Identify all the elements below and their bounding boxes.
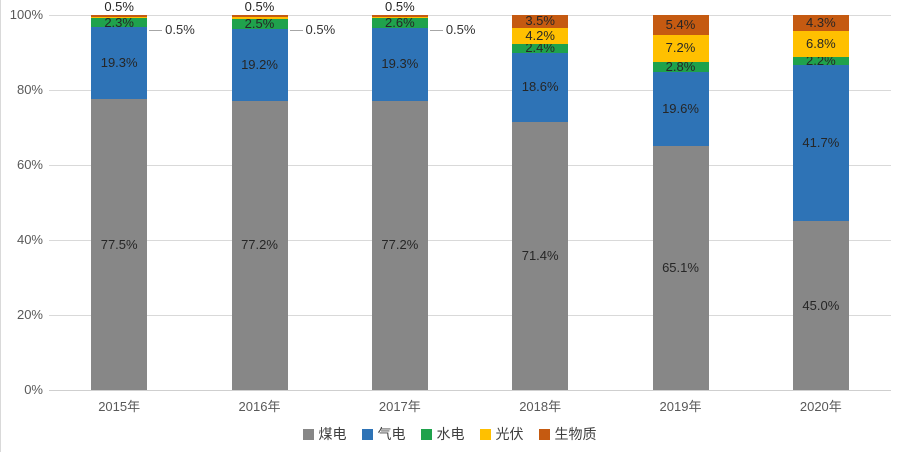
- data-label: 7.2%: [665, 40, 696, 56]
- data-label: 4.2%: [525, 27, 555, 43]
- gridline: [49, 390, 891, 391]
- bar-segment-气电: [91, 27, 148, 100]
- legend-marker: [479, 428, 491, 440]
- data-label: 2.8%: [665, 59, 696, 75]
- data-label: 19.2%: [241, 56, 278, 72]
- data-label: 2.4%: [525, 40, 555, 55]
- data-label: 2.5%: [244, 15, 275, 31]
- gridline: [49, 165, 891, 166]
- legend-item-生物质: 生物质: [538, 424, 597, 444]
- legend: 煤电 气电 水电 光伏 生物质: [1, 424, 898, 444]
- x-axis-label: 2015年: [98, 399, 141, 414]
- data-label: 2.3%: [104, 14, 134, 30]
- data-label-outside-top: 0.5%: [104, 0, 134, 14]
- data-label-outside-top: 0.5%: [244, 0, 275, 15]
- legend-label: 水电: [436, 426, 465, 442]
- bar-segment-气电: [231, 28, 288, 101]
- bar-segment-生物质: [371, 14, 428, 17]
- data-label: 77.2%: [381, 237, 419, 253]
- bar-segment-光伏: [652, 34, 709, 62]
- y-tick-label: 100%: [9, 7, 43, 22]
- legend-item-气电: 气电: [361, 424, 406, 444]
- data-label: 77.2%: [241, 237, 278, 253]
- y-tick-label: 80%: [16, 82, 43, 97]
- gridline: [49, 15, 891, 16]
- data-label-outside-top: 0.5%: [385, 0, 415, 14]
- bar-segment-煤电: [371, 100, 428, 390]
- legend-item-光伏: 光伏: [479, 424, 524, 444]
- y-tick-label: 60%: [16, 157, 43, 172]
- x-axis-label: 2017年: [378, 399, 421, 414]
- bar-segment-煤电: [652, 145, 709, 390]
- data-label: 45.0%: [802, 297, 840, 313]
- bar-segment-生物质: [792, 15, 849, 32]
- bar-segment-生物质: [652, 14, 709, 35]
- bar-segment-水电: [512, 43, 569, 53]
- bar-segment-气电: [792, 64, 849, 222]
- bar-segment-生物质: [512, 14, 569, 28]
- bar-segment-煤电: [91, 99, 148, 390]
- legend-marker: [538, 428, 550, 440]
- bar-segment-煤电: [512, 122, 569, 390]
- legend-label: 煤电: [318, 426, 347, 442]
- bar-segment-水电: [231, 19, 288, 29]
- bar-segment-水电: [792, 56, 849, 65]
- bar-segment-水电: [91, 18, 148, 27]
- leader-line: [149, 30, 163, 31]
- bar-segment-生物质: [91, 14, 148, 17]
- plot-area: 77.5% 19.3% 2.3% 0.5% 0.5% 77.2% 19.2% 2.5% 0.5%…: [49, 0, 891, 391]
- data-label: 2.6%: [385, 15, 415, 31]
- y-tick-label: 0%: [24, 382, 43, 397]
- data-label: 3.5%: [525, 13, 555, 29]
- y-tick-label: 40%: [16, 232, 43, 247]
- gridline: [49, 90, 891, 91]
- data-label: 77.5%: [100, 236, 138, 252]
- gridline: [49, 315, 891, 316]
- bar-segment-水电: [371, 18, 428, 29]
- bar-segment-煤电: [231, 100, 288, 390]
- data-label: 71.4%: [521, 248, 559, 264]
- bar-segment-生物质: [231, 15, 288, 18]
- leader-line: [429, 30, 443, 31]
- legend-item-水电: 水电: [420, 424, 465, 444]
- bar-segment-气电: [512, 52, 569, 123]
- legend-marker: [420, 428, 432, 440]
- data-label: 5.4%: [665, 16, 696, 32]
- legend-label: 气电: [377, 426, 406, 442]
- bar-segment-气电: [652, 72, 709, 146]
- data-label: 65.1%: [662, 259, 699, 275]
- y-tick-label: 20%: [16, 307, 43, 322]
- bar-segment-光伏: [91, 16, 148, 19]
- legend-item-煤电: 煤电: [302, 424, 347, 444]
- bar-segment-光伏: [792, 31, 849, 57]
- data-label: 41.7%: [802, 135, 840, 151]
- x-axis-label: 2018年: [519, 399, 562, 414]
- legend-marker: [302, 428, 314, 440]
- data-label: 4.3%: [806, 15, 836, 31]
- data-label: 19.3%: [381, 56, 419, 72]
- legend-label: 光伏: [495, 426, 524, 442]
- data-label: 19.3%: [100, 55, 138, 71]
- x-axis-label: 2019年: [659, 399, 702, 414]
- data-label: 18.6%: [521, 79, 559, 95]
- data-label: 19.6%: [662, 101, 699, 117]
- bar-segment-光伏: [231, 17, 288, 20]
- data-label: 6.8%: [806, 35, 836, 51]
- data-label-outside-right: 0.5%: [305, 22, 336, 37]
- gridline: [49, 240, 891, 241]
- x-axis-label: 2020年: [799, 399, 842, 414]
- x-axis-label: 2016年: [238, 399, 281, 414]
- legend-marker: [361, 428, 373, 440]
- bar-segment-煤电: [792, 221, 849, 390]
- data-label-outside-right: 0.5%: [445, 22, 476, 37]
- legend-label: 生物质: [554, 426, 597, 442]
- leader-line: [289, 30, 303, 31]
- data-label-outside-right: 0.5%: [165, 22, 195, 37]
- bar-segment-光伏: [512, 27, 569, 44]
- bar-segment-光伏: [371, 16, 428, 19]
- bar-segment-气电: [371, 28, 428, 101]
- bar-segment-水电: [652, 61, 709, 73]
